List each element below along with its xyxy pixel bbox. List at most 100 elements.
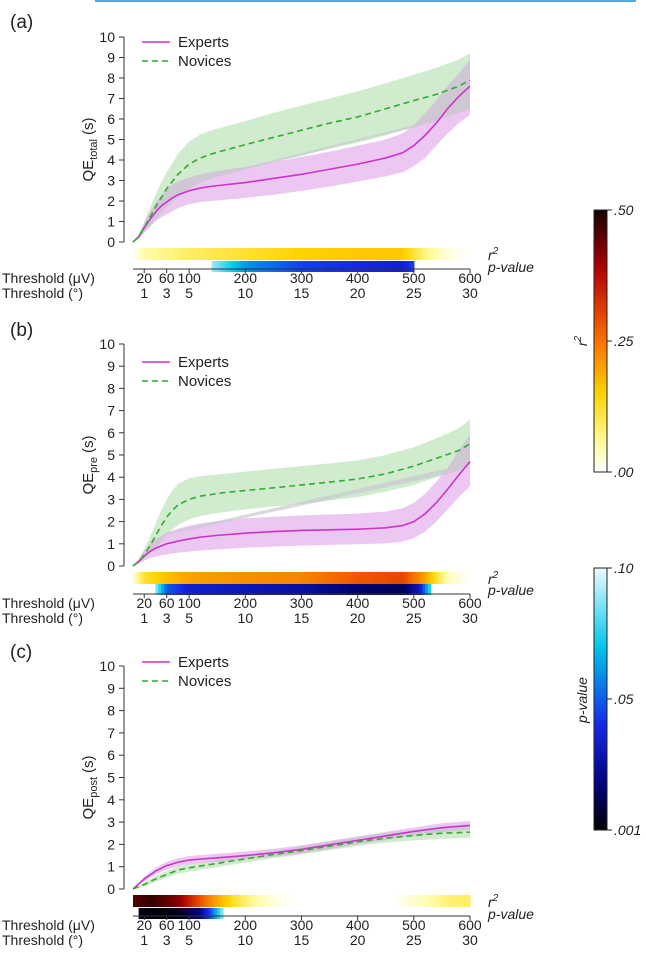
r2-cell — [225, 572, 230, 584]
p-value-cell — [256, 261, 260, 272]
x-tick-label-deg: 20 — [350, 610, 366, 626]
r2-cell — [220, 572, 224, 584]
r2-cell — [234, 895, 238, 907]
r2-cell — [180, 572, 185, 584]
p-value-cell — [183, 908, 187, 919]
x-tick-label-uv: 100 — [177, 595, 201, 611]
colorbar-tick-label: .001 — [614, 822, 641, 838]
r2-cell — [430, 572, 435, 584]
r2-cell — [133, 572, 137, 584]
r2-cell — [259, 248, 263, 260]
r2-cell — [455, 248, 460, 260]
x-tick-label-uv: 200 — [234, 270, 258, 286]
r2-cell — [287, 572, 291, 584]
r2-cell — [413, 895, 418, 907]
r2-cell — [371, 895, 376, 907]
r2-cell — [433, 248, 437, 260]
p-value-cell — [270, 261, 275, 272]
p-value-cell — [323, 584, 328, 595]
r2-cell — [394, 572, 398, 584]
r2-cell — [394, 248, 398, 260]
r2-cell — [321, 895, 325, 907]
r2-cell — [186, 248, 190, 260]
r2-cell — [357, 248, 362, 260]
r2-cell — [349, 572, 353, 584]
p-value-cell — [256, 584, 260, 595]
panel-c: (c)012345678910QEpost(s)ExpertsNovicesr2… — [2, 642, 534, 948]
p-value-cell — [380, 584, 384, 595]
r2-cell — [298, 895, 303, 907]
y-tick-label: 10 — [99, 29, 115, 45]
r2-cell — [183, 572, 187, 584]
legend: Experts Novices — [142, 34, 231, 70]
r2-cell — [245, 248, 249, 260]
r2-cell — [259, 572, 263, 584]
r2-cell — [279, 248, 283, 260]
p-value-cell — [329, 261, 333, 272]
r2-cell — [284, 895, 289, 907]
r2-cell — [464, 572, 468, 584]
r2-cell — [180, 895, 185, 907]
p-value-cell — [343, 261, 348, 272]
r2-cell — [408, 572, 412, 584]
r2-cell — [250, 248, 255, 260]
novices-confidence-band — [133, 826, 470, 889]
r2-cell — [455, 895, 460, 907]
r2-cell — [155, 572, 159, 584]
novices-series-line — [132, 831, 471, 890]
r2-cell — [281, 248, 286, 260]
r2-cell — [166, 248, 171, 260]
p-value-cell — [354, 584, 359, 595]
p-value-cell — [385, 261, 390, 272]
y-axis-label-main: QE — [80, 160, 97, 182]
p-value-cell — [253, 584, 258, 595]
r2-cell — [323, 572, 328, 584]
x-tick-label-deg: 3 — [163, 285, 171, 301]
p-value-strip — [211, 261, 415, 272]
p-value-cell — [284, 261, 289, 272]
r2-cell — [416, 572, 421, 584]
r2-cell — [189, 248, 193, 260]
r2-cell — [236, 895, 241, 907]
p-value-cell — [273, 584, 277, 595]
experts-confidence-band — [133, 59, 470, 242]
x-tick-label-deg: 15 — [294, 285, 310, 301]
p-value-cell — [163, 584, 168, 595]
x-tick-label-deg: 5 — [185, 610, 193, 626]
y-axis-label: QEpost (s) — [80, 756, 100, 820]
r2-cell — [231, 572, 235, 584]
r2-strip-label-sup: 2 — [492, 893, 499, 904]
p-value-cell — [402, 584, 407, 595]
r2-cell — [439, 572, 443, 584]
r2-cell — [267, 572, 272, 584]
x-tick-label-deg: 25 — [406, 285, 422, 301]
p-value-cell — [270, 584, 275, 595]
x-tick-label-uv: 60 — [159, 270, 175, 286]
r2-cell — [147, 248, 151, 260]
r2-cell — [270, 572, 275, 584]
r2-cell — [177, 895, 182, 907]
p-value-cell — [411, 584, 415, 595]
x-tick-label-uv: 500 — [402, 595, 426, 611]
r2-cell — [371, 572, 376, 584]
r2-cell — [169, 248, 173, 260]
r2-cell — [149, 572, 154, 584]
p-value-cell — [349, 584, 353, 595]
r2-cell — [458, 895, 463, 907]
p-value-cell — [309, 261, 314, 272]
r2-cell — [405, 895, 409, 907]
r2-cell — [200, 572, 204, 584]
p-value-cell — [312, 261, 317, 272]
r2-cell — [399, 572, 404, 584]
y-axis-label-unit: (s) — [80, 118, 97, 136]
y-tick-label: 1 — [107, 859, 115, 875]
panel-label: (b) — [10, 320, 33, 341]
r2-cell — [141, 572, 145, 584]
r2-cell — [279, 572, 283, 584]
r2-cell — [222, 248, 227, 260]
r2-cell — [135, 248, 140, 260]
p-value-cell — [189, 584, 193, 595]
p-value-cell — [276, 261, 280, 272]
p-value-cell — [298, 584, 303, 595]
p-value-cell — [186, 908, 190, 919]
